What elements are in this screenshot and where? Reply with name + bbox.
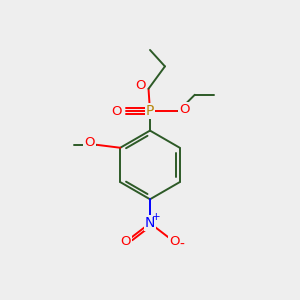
Text: -: - <box>179 238 184 252</box>
Text: N: N <box>145 216 155 230</box>
Text: O: O <box>85 136 95 149</box>
Text: O: O <box>120 235 130 248</box>
Text: O: O <box>169 235 180 248</box>
Text: O: O <box>179 103 190 116</box>
Text: +: + <box>152 212 161 222</box>
Text: O: O <box>111 105 122 118</box>
Text: O: O <box>135 79 146 92</box>
Text: P: P <box>146 104 154 118</box>
